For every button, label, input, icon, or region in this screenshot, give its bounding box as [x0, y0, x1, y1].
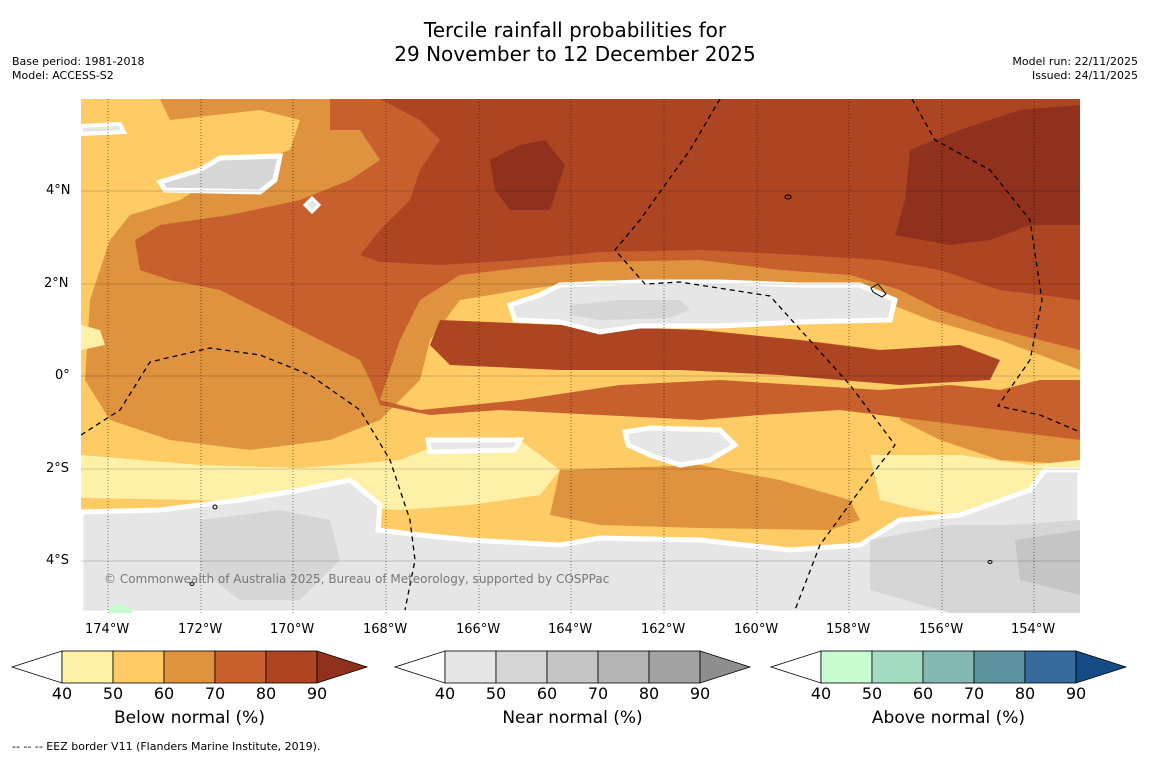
title-line-2: 29 November to 12 December 2025 [394, 42, 756, 66]
colorbars [10, 650, 1128, 684]
region-near-40-north [156, 153, 284, 195]
region-below-40-west [81, 325, 105, 350]
colorbar-segment [61, 650, 114, 684]
meta-left: Base period: 1981-2018 Model: ACCESS-S2 [12, 55, 144, 83]
lon-label-160w: 160°W [734, 622, 779, 637]
lon-label-168w: 168°W [363, 622, 408, 637]
lon-label-166w: 166°W [456, 622, 501, 637]
colorbar-max-triangle [316, 650, 369, 684]
colorbar-above [769, 650, 1128, 684]
region-above-40 [108, 603, 132, 613]
map-title: Tercile rainfall probabilities for 29 No… [0, 18, 1150, 66]
colorbar-segment [444, 650, 497, 684]
tick: 90 [1065, 684, 1087, 703]
region-near-40-south-patch [621, 425, 740, 468]
copyright-credit: © Commonwealth of Australia 2025, Bureau… [104, 572, 610, 586]
tick: 50 [485, 684, 507, 703]
lat-label-2n: 2°N [44, 276, 69, 291]
region-near-40-nw-edge [81, 121, 128, 137]
lon-label-172w: 172°W [178, 622, 223, 637]
colorbar-segment [112, 650, 165, 684]
colorbar-above-label: Above normal (%) [871, 708, 1026, 728]
region-near-40-west-patch [425, 437, 525, 455]
colorbar-segment [871, 650, 924, 684]
colorbar-segment [495, 650, 548, 684]
colorbar-max-triangle [1075, 650, 1128, 684]
latitude-grid [81, 190, 1080, 562]
meta-right: Model run: 22/11/2025 Issued: 24/11/2025 [1012, 55, 1138, 83]
map-fill-layers [81, 99, 1080, 613]
eez-borders [81, 99, 1080, 611]
tick: 40 [810, 684, 832, 703]
lon-label-164w: 164°W [548, 622, 593, 637]
lat-label-2s: 2°S [46, 461, 70, 476]
lon-label-174w: 174°W [85, 622, 130, 637]
colorbar-near [393, 650, 752, 684]
tick: 40 [434, 684, 456, 703]
region-near-40-south [81, 467, 1080, 613]
region-below-90 [490, 140, 565, 210]
colorbar-segment [214, 650, 267, 684]
model-name: Model: ACCESS-S2 [12, 69, 114, 82]
tick: 90 [306, 684, 328, 703]
colorbar-segment [265, 650, 318, 684]
lon-label-154w: 154°W [1011, 622, 1056, 637]
colorbar-segment [546, 650, 599, 684]
lat-label-4s: 4°S [46, 553, 70, 568]
tick: 60 [153, 684, 175, 703]
colorbar-min-triangle [393, 650, 446, 684]
colorbar-segment [1024, 650, 1077, 684]
tick: 70 [204, 684, 226, 703]
colorbar-below [10, 650, 369, 684]
tick: 40 [51, 684, 73, 703]
tick: 60 [912, 684, 934, 703]
model-run: Model run: 22/11/2025 [1012, 55, 1138, 68]
tick: 70 [963, 684, 985, 703]
tick: 60 [536, 684, 558, 703]
colorbar-segment [163, 650, 216, 684]
region-below-60-south [550, 465, 860, 530]
base-period: Base period: 1981-2018 [12, 55, 145, 68]
region-near-50-south [200, 510, 340, 600]
region-near-50-equator [570, 300, 690, 320]
tick: 80 [255, 684, 277, 703]
lon-label-162w: 162°W [641, 622, 686, 637]
colorbar-min-triangle [769, 650, 822, 684]
colorbar-segment [820, 650, 873, 684]
lat-label-0: 0° [55, 368, 70, 383]
tick: 80 [638, 684, 660, 703]
colorbar-min-triangle [10, 650, 63, 684]
region-near-60-southeast [1015, 530, 1080, 595]
lon-label-156w: 156°W [919, 622, 964, 637]
tick: 70 [587, 684, 609, 703]
islands [189, 194, 993, 586]
region-below-80-mid [430, 320, 1000, 385]
region-near-40-small [302, 195, 322, 215]
tick: 50 [861, 684, 883, 703]
colorbar-segment [922, 650, 975, 684]
tick: 50 [102, 684, 124, 703]
colorbar-segment [648, 650, 701, 684]
colorbar-max-triangle [699, 650, 752, 684]
lon-label-158w: 158°W [826, 622, 871, 637]
colorbar-segment [973, 650, 1026, 684]
lat-label-4n: 4°N [46, 183, 71, 198]
lon-label-170w: 170°W [270, 622, 315, 637]
issued-date: Issued: 24/11/2025 [1031, 69, 1138, 82]
colorbar-near-label: Near normal (%) [502, 708, 643, 728]
colorbar-segment [597, 650, 650, 684]
title-line-1: Tercile rainfall probabilities for [423, 18, 727, 42]
colorbar-below-label: Below normal (%) [114, 708, 265, 728]
eez-legend: -- -- -- EEZ border V11 (Flanders Marine… [12, 740, 321, 753]
tick: 80 [1014, 684, 1036, 703]
tick: 90 [689, 684, 711, 703]
